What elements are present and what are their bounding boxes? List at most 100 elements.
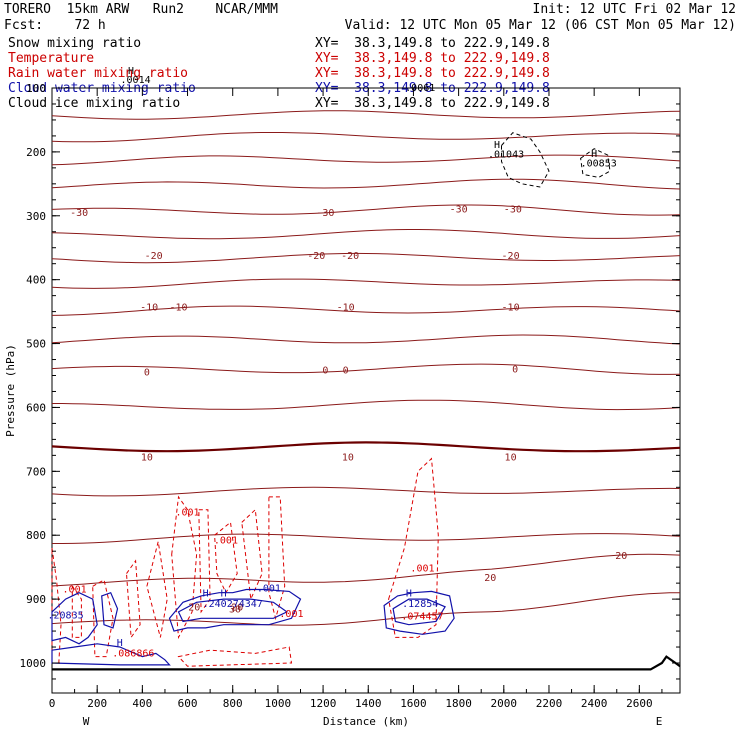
cloudwater-contour xyxy=(51,592,98,645)
isotherm-10 xyxy=(52,533,681,544)
contour-label: -20 xyxy=(341,251,359,262)
terrain-line xyxy=(52,655,681,671)
x-tick-label: 1400 xyxy=(355,697,382,710)
y-tick-label: 100 xyxy=(26,82,46,95)
legend-rain-xy: XY= 38.3,149.8 to 222.9,149.8 xyxy=(315,66,550,81)
contour-label: -10 xyxy=(502,302,520,313)
high-marker: H xyxy=(221,589,227,600)
contour-label: .001 xyxy=(175,507,199,518)
isotherm--15 xyxy=(51,334,681,345)
legend-temp-name: Temperature xyxy=(8,51,95,66)
x-tick-label: 0 xyxy=(49,697,56,710)
high-marker: H xyxy=(591,149,597,160)
x-tick-label: 400 xyxy=(132,697,152,710)
contour-label: 20 xyxy=(615,551,627,562)
x-tick-label: 1000 xyxy=(265,697,292,710)
contour-label: .001 xyxy=(214,536,238,547)
contour-label: 0 xyxy=(144,368,150,379)
contour-label: .00853 xyxy=(581,159,617,170)
header-left-1: TORERO 15km ARW Run2 NCAR/MMM xyxy=(4,2,278,17)
contour-label: 30 xyxy=(229,605,241,616)
y-tick-label: 700 xyxy=(26,465,46,478)
header-left-2: Fcst: 72 h xyxy=(4,18,106,33)
contour-label: 20 xyxy=(188,603,200,614)
x-end-label-east: E xyxy=(656,715,663,728)
contour-label: .001 xyxy=(279,609,303,620)
x-tick-label: 2600 xyxy=(626,697,653,710)
cloudwater-contour xyxy=(383,590,455,635)
x-tick-label: 600 xyxy=(178,697,198,710)
y-tick-label: 500 xyxy=(26,338,46,351)
isotherm--40 xyxy=(51,204,681,216)
isotherm-20 xyxy=(51,592,681,626)
ice-contour xyxy=(580,148,611,178)
contour-label: .001 xyxy=(63,585,87,596)
y-tick-label: 300 xyxy=(26,210,46,223)
contour-label: .12854 xyxy=(402,599,438,610)
contour-label: 20 xyxy=(231,603,243,614)
high-marker: H xyxy=(128,66,134,77)
y-tick-label: 800 xyxy=(26,529,46,542)
contour-label: 10 xyxy=(342,452,354,463)
isotherm--10 xyxy=(51,363,681,375)
isotherm--55 xyxy=(51,132,681,143)
contour-label: -10 xyxy=(140,302,158,313)
rain-contour xyxy=(388,457,439,638)
rain-contour xyxy=(214,521,238,594)
legend-snow-xy: XY= 38.3,149.8 to 222.9,149.8 xyxy=(315,36,550,51)
contour-label: 20 xyxy=(484,573,496,584)
contour-label: .240274347 xyxy=(203,599,263,610)
contour-label: .074457 xyxy=(401,612,443,623)
rain-contour xyxy=(125,559,141,639)
contour-label: .20835 xyxy=(47,610,83,621)
rain-contour xyxy=(146,541,168,638)
y-tick-label: 600 xyxy=(26,401,46,414)
ice-contour xyxy=(501,132,550,188)
plot-frame xyxy=(51,87,681,694)
isotherm-0 xyxy=(51,441,681,453)
header-right-2: Valid: 12 UTC Mon 05 Mar 12 (06 CST Mon … xyxy=(344,18,736,33)
contour-label: -10 xyxy=(337,302,355,313)
isotherm-15 xyxy=(51,553,681,587)
contour-label: -10 xyxy=(169,302,187,313)
isotherm--45 xyxy=(51,178,681,190)
rain-contour xyxy=(71,584,82,638)
x-tick-label: 800 xyxy=(223,697,243,710)
x-tick-label: 2000 xyxy=(491,697,518,710)
contour-label: 10 xyxy=(141,452,153,463)
contour-label: .01043 xyxy=(488,150,524,161)
contour-label: .0061 xyxy=(405,83,435,94)
y-axis-title: Pressure (hPa) xyxy=(4,344,17,437)
isotherm--50 xyxy=(51,154,681,166)
y-tick-label: 200 xyxy=(26,146,46,159)
rain-contour xyxy=(268,496,286,621)
isotherm--5 xyxy=(52,399,681,411)
x-tick-label: 2400 xyxy=(581,697,608,710)
contour-label: -30 xyxy=(70,208,88,219)
y-tick-label: 900 xyxy=(26,593,46,606)
cloudwater-contour xyxy=(51,643,171,666)
contour-label: .0014 xyxy=(121,75,151,86)
contour-label: -20 xyxy=(502,251,520,262)
x-tick-label: 1600 xyxy=(400,697,427,710)
legend-temp-xy: XY= 38.3,149.8 to 222.9,149.8 xyxy=(315,51,550,66)
contour-label: .001 xyxy=(410,564,434,575)
high-marker: H xyxy=(406,589,412,600)
legend-rain-name: Rain water mixing ratio xyxy=(8,66,189,81)
isotherm--25 xyxy=(51,278,681,289)
contour-label: -20 xyxy=(307,251,325,262)
contour-label: -30 xyxy=(316,208,334,219)
contour-label: 10 xyxy=(505,452,517,463)
x-tick-label: 200 xyxy=(87,697,107,710)
contour-label: 0 xyxy=(343,366,349,377)
contour-label: .001 xyxy=(257,583,281,594)
contour-label: -30 xyxy=(450,205,468,216)
isotherm--60 xyxy=(51,110,681,120)
isotherm--20 xyxy=(51,305,681,316)
contour-label: .086866 xyxy=(112,649,154,660)
high-marker: H xyxy=(494,140,500,151)
x-tick-label: 1200 xyxy=(310,697,337,710)
cloudwater-contour xyxy=(101,591,119,629)
rain-contour xyxy=(92,579,114,658)
